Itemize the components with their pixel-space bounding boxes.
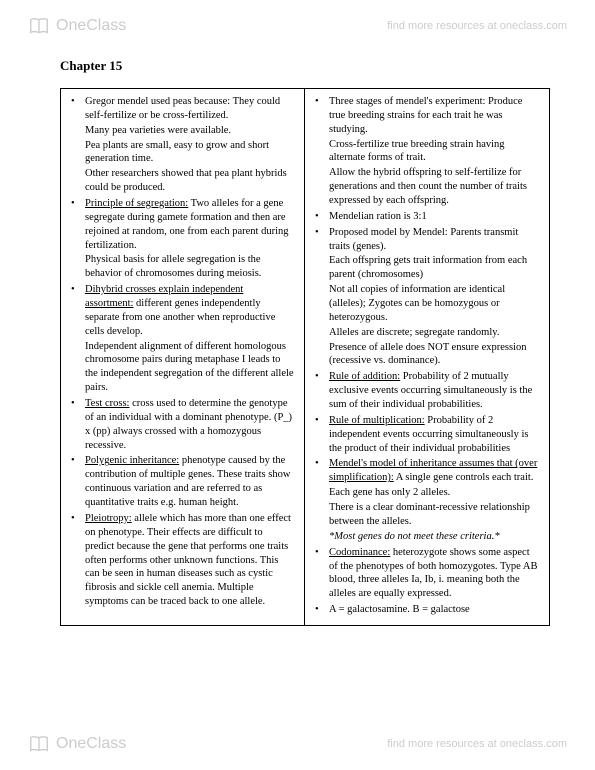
list-item: Dihybrid crosses explain independent ass… (81, 283, 294, 395)
list-item: A = galactosamine. B = galactose (325, 603, 539, 617)
item-lead: Codominance: (329, 547, 390, 558)
item-line: Mendelian ration is 3:1 (329, 210, 539, 224)
brand-logo: OneClass (28, 15, 126, 37)
page-content: Chapter 15 Gregor mendel used peas becau… (60, 58, 550, 626)
item-line: A = galactosamine. B = galactose (329, 603, 539, 617)
item-line: Independent alignment of different homol… (85, 340, 294, 395)
item-line: Each offspring gets trait information fr… (329, 254, 539, 282)
header-bar: OneClass find more resources at oneclass… (0, 6, 595, 46)
item-lead: Mendel's model of inheritance assumes th… (329, 458, 537, 483)
item-lead: Proposed model by Mendel: (329, 227, 448, 238)
item-line: There is a clear dominant-recessive rela… (329, 501, 539, 529)
list-item: Rule of addition: Probability of 2 mutua… (325, 370, 539, 412)
item-italic: *Most genes do not meet these criteria.* (329, 530, 539, 544)
footer-tagline: find more resources at oneclass.com (387, 738, 567, 750)
item-lead: Rule of multiplication: (329, 415, 425, 426)
chapter-title: Chapter 15 (60, 58, 550, 74)
item-lead: Pleiotropy: (85, 513, 132, 524)
item-line: Allow the hybrid offspring to self-ferti… (329, 166, 539, 208)
list-item: Principle of segregation: Two alleles fo… (81, 197, 294, 281)
right-column: Three stages of mendel's experiment: Pro… (305, 89, 549, 625)
item-lead: Polygenic inheritance: (85, 455, 179, 466)
item-line: Not all copies of information are identi… (329, 283, 539, 325)
item-line: Many pea varieties were available. (85, 124, 294, 138)
item-line: Each gene has only 2 alleles. (329, 486, 539, 500)
left-column: Gregor mendel used peas because: They co… (61, 89, 305, 625)
item-line: Physical basis for allele segregation is… (85, 253, 294, 281)
footer-bar: OneClass find more resources at oneclass… (0, 724, 595, 764)
list-item: Mendel's model of inheritance assumes th… (325, 457, 539, 543)
bullet-list: Three stages of mendel's experiment: Pro… (311, 95, 539, 617)
list-item: Proposed model by Mendel: Parents transm… (325, 226, 539, 369)
item-line: Cross-fertilize true breeding strain hav… (329, 138, 539, 166)
item-line: Alleles are discrete; segregate randomly… (329, 326, 539, 340)
book-icon (28, 15, 50, 37)
list-item: Codominance: heterozygote shows some asp… (325, 546, 539, 601)
list-item: Mendelian ration is 3:1 (325, 210, 539, 224)
item-lead: Dihybrid crosses explain independent ass… (85, 284, 243, 309)
list-item: Gregor mendel used peas because: They co… (81, 95, 294, 195)
header-tagline: find more resources at oneclass.com (387, 20, 567, 32)
item-lead: Rule of addition: (329, 371, 400, 382)
brand-logo-footer: OneClass (28, 733, 126, 755)
list-item: Rule of multiplication: Probability of 2… (325, 414, 539, 456)
list-item: Polygenic inheritance: phenotype caused … (81, 454, 294, 509)
book-icon (28, 733, 50, 755)
item-lead: Gregor mendel used peas because: (85, 96, 230, 107)
list-item: Pleiotropy: allele which has more than o… (81, 512, 294, 609)
item-lead: Test cross: (85, 398, 129, 409)
item-line: Other researchers showed that pea plant … (85, 167, 294, 195)
item-lead: Principle of segregation: (85, 198, 188, 209)
two-column-table: Gregor mendel used peas because: They co… (60, 88, 550, 626)
brand-name: OneClass (56, 17, 126, 35)
bullet-list: Gregor mendel used peas because: They co… (67, 95, 294, 609)
brand-name-footer: OneClass (56, 735, 126, 753)
item-line: Pea plants are small, easy to grow and s… (85, 139, 294, 167)
item-lead: Three stages of mendel's experiment: (329, 96, 485, 107)
item-line: Presence of allele does NOT ensure expre… (329, 341, 539, 369)
list-item: Test cross: cross used to determine the … (81, 397, 294, 452)
list-item: Three stages of mendel's experiment: Pro… (325, 95, 539, 208)
